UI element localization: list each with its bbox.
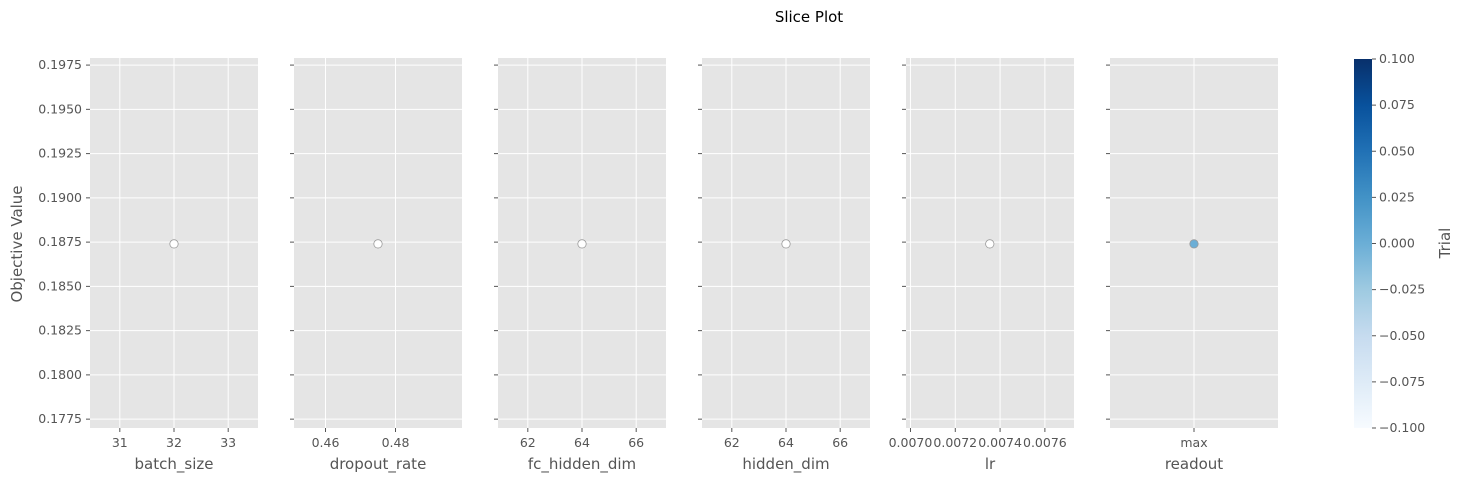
y-tick-label: 0.1800 bbox=[38, 367, 82, 382]
y-tick-label: 0.1775 bbox=[38, 411, 82, 426]
x-axis-label: dropout_rate bbox=[330, 455, 427, 474]
colorbar-tick-label: −0.050 bbox=[1379, 328, 1425, 343]
colorbar-tick-label: −0.025 bbox=[1379, 282, 1425, 297]
y-tick-label: 0.1850 bbox=[38, 278, 82, 293]
y-axis-label: Objective Value bbox=[8, 185, 26, 302]
x-tick-label: 31 bbox=[112, 435, 128, 450]
x-tick-label: 64 bbox=[574, 435, 590, 450]
data-point bbox=[781, 239, 791, 249]
colorbar-tick-label: 0.100 bbox=[1379, 51, 1415, 66]
chart-title: Slice Plot bbox=[775, 8, 843, 26]
data-point bbox=[577, 239, 587, 249]
y-tick-label: 0.1900 bbox=[38, 190, 82, 205]
y-tick-label: 0.1975 bbox=[38, 57, 82, 72]
subplot-batch-size: 0.1775 0.1800 0.1825 0.1850 0.1875 0.1900 0.19… bbox=[38, 57, 258, 474]
subplot-panels: 0.1775 0.1800 0.1825 0.1850 0.1875 0.1900 0.19… bbox=[38, 57, 1278, 474]
data-point bbox=[985, 239, 995, 249]
x-tick-label: 0.0072 bbox=[933, 435, 977, 450]
colorbar-tick-label: −0.075 bbox=[1379, 374, 1425, 389]
y-tick-label: 0.1925 bbox=[38, 146, 82, 161]
x-tick-label: 66 bbox=[832, 435, 848, 450]
colorbar-gradient bbox=[1354, 59, 1372, 428]
x-tick-label: 33 bbox=[220, 435, 236, 450]
subplot-fc-hidden-dim: 62 64 66 fc_hidden_dim bbox=[494, 58, 666, 474]
x-axis-label: readout bbox=[1165, 455, 1223, 473]
x-tick-label: 0.0070 bbox=[889, 435, 933, 450]
colorbar-tick-label: 0.050 bbox=[1379, 143, 1415, 158]
x-axis-label: hidden_dim bbox=[742, 455, 829, 474]
y-tick-label: 0.1950 bbox=[38, 101, 82, 116]
x-tick-label: 66 bbox=[628, 435, 644, 450]
colorbar-tick-label: −0.100 bbox=[1379, 420, 1425, 435]
x-axis-label: fc_hidden_dim bbox=[528, 455, 636, 474]
colorbar-tick-label: 0.000 bbox=[1379, 236, 1415, 251]
x-axis-label: lr bbox=[985, 455, 996, 473]
x-tick-label: 0.0074 bbox=[978, 435, 1022, 450]
x-tick-label: 0.0076 bbox=[1023, 435, 1067, 450]
data-point bbox=[373, 239, 383, 249]
data-point bbox=[169, 239, 179, 249]
subplot-readout: max readout bbox=[1106, 58, 1278, 473]
y-tick-label: 0.1825 bbox=[38, 323, 82, 338]
colorbar-tick-label: 0.075 bbox=[1379, 97, 1415, 112]
x-tick-label: max bbox=[1180, 435, 1207, 450]
subplot-dropout-rate: 0.46 0.48 dropout_rate bbox=[290, 58, 462, 474]
x-tick-label: 32 bbox=[166, 435, 182, 450]
x-tick-label: 62 bbox=[520, 435, 536, 450]
x-axis-label: batch_size bbox=[135, 455, 214, 474]
colorbar-label: Trial bbox=[1436, 228, 1454, 260]
colorbar: 0.100 0.075 0.050 0.025 0.000 −0.025 −0.050 −0.… bbox=[1354, 51, 1454, 435]
x-tick-label: 62 bbox=[724, 435, 740, 450]
x-tick-label: 64 bbox=[778, 435, 794, 450]
colorbar-tick-label: 0.025 bbox=[1379, 189, 1415, 204]
x-tick-label: 0.46 bbox=[312, 435, 340, 450]
data-point bbox=[1189, 239, 1199, 249]
y-tick-label: 0.1875 bbox=[38, 234, 82, 249]
x-tick-label: 0.48 bbox=[382, 435, 410, 450]
subplot-lr: 0.0070 0.0072 0.0074 0.0076 lr bbox=[889, 58, 1074, 473]
